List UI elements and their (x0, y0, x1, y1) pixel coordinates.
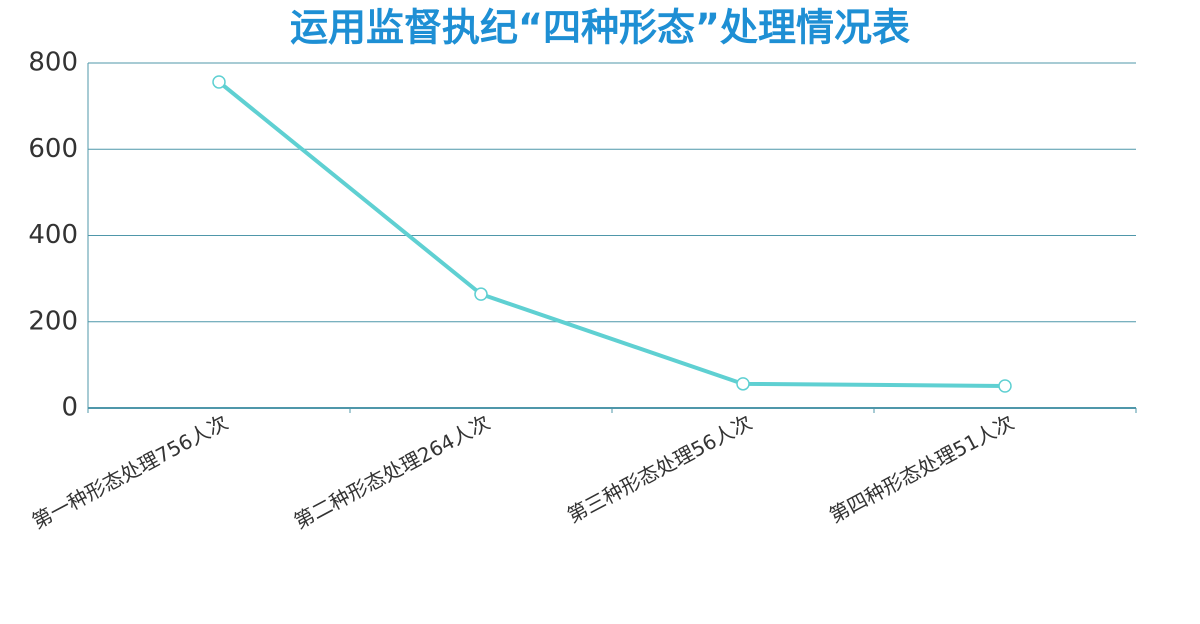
marker (736, 377, 750, 391)
chart-title: 运用监督执纪“四种形态”处理情况表 (290, 6, 910, 50)
marker (212, 75, 226, 89)
x-tick-label: 第四种形态处理51人次 (825, 410, 1018, 528)
x-tick-label: 第一种形态处理756人次 (28, 410, 232, 534)
marker (998, 379, 1012, 393)
y-tick-label: 200 (28, 306, 78, 336)
marker (474, 287, 488, 301)
y-tick-label: 600 (28, 134, 78, 164)
y-tick-label: 0 (61, 393, 78, 423)
line (217, 80, 1006, 389)
x-tick-label: 第二种形态处理264人次 (290, 410, 494, 534)
y-tick-label: 800 (28, 48, 78, 78)
x-tick-label: 第三种形态处理56人次 (563, 410, 756, 528)
y-tick-label: 400 (28, 220, 78, 250)
